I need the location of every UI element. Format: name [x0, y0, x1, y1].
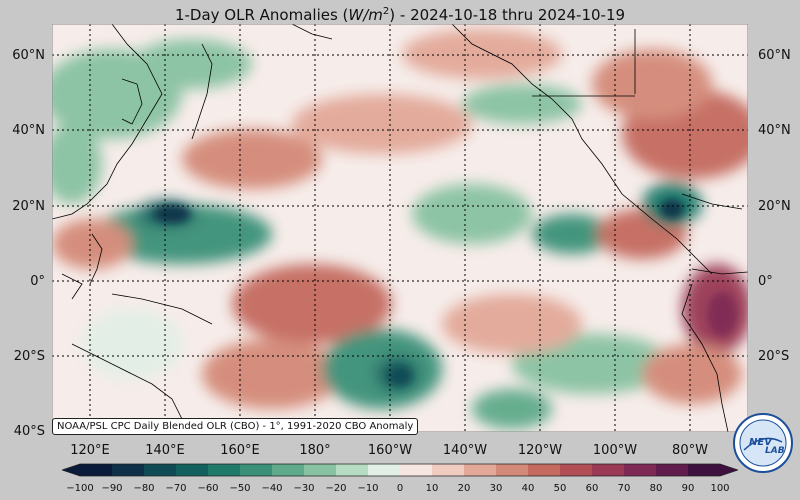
colorbar-segment — [624, 464, 657, 476]
colorbar-segment — [496, 464, 529, 476]
lon-label-140w: 140°W — [442, 443, 488, 458]
colorbar-segment — [432, 464, 465, 476]
colorbar-segment — [208, 464, 241, 476]
colorbar-tick-label: 0 — [396, 483, 404, 494]
colorbar-tick-label: 80 — [649, 483, 663, 494]
colorbar-segment — [240, 464, 273, 476]
lat-label-20s-left: 20°S — [13, 349, 45, 364]
colorbar-tick-label: 30 — [489, 483, 503, 494]
colorbar-segment — [368, 464, 401, 476]
colorbar-segment — [464, 464, 497, 476]
colorbar-segment — [528, 464, 561, 476]
colorbar-segment — [560, 464, 593, 476]
colorbar-segment — [112, 464, 145, 476]
colorbar-segment — [656, 464, 689, 476]
lon-label-140e: 140°E — [145, 443, 185, 458]
colorbar-tick-label: 90 — [681, 483, 695, 494]
lon-label-160e: 160°E — [220, 443, 260, 458]
colorbar-tick-label: −90 — [101, 483, 123, 494]
anomaly-field — [52, 29, 748, 429]
lon-label-80w: 80°W — [672, 443, 708, 458]
olr-anomaly-map — [52, 24, 748, 432]
colorbar-tick-label: −20 — [325, 483, 347, 494]
colorbar-segment — [144, 464, 177, 476]
lon-label-100w: 100°W — [592, 443, 638, 458]
colorbar-tick-label: −100 — [66, 483, 94, 494]
lat-label-0-left: 0° — [30, 274, 45, 289]
data-source-label: NOAA/PSL CPC Daily Blended OLR (CBO) - 1… — [52, 418, 419, 435]
colorbar-tick-label: −50 — [229, 483, 251, 494]
colorbar-tick-label: −70 — [165, 483, 187, 494]
colorbar-segment — [688, 464, 721, 476]
lat-label-0-right: 0° — [758, 274, 773, 289]
colorbar-tick-label: −80 — [133, 483, 155, 494]
colorbar-tick-label: 10 — [425, 483, 439, 494]
lon-label-120e: 120°E — [70, 443, 110, 458]
colorbar-tick-label: 50 — [553, 483, 567, 494]
colorbar-tick-label: 100 — [710, 483, 730, 494]
lat-label-20n-right: 20°N — [758, 199, 791, 214]
nevlab-logo: NEV LAB — [733, 413, 793, 473]
colorbar-tick-label: 40 — [521, 483, 535, 494]
lat-label-20s-right: 20°S — [758, 349, 790, 364]
lat-label-60n-left: 60°N — [12, 48, 45, 63]
lat-label-40s-left: 40°S — [13, 424, 45, 439]
colorbar-min-extend — [62, 464, 80, 476]
colorbar-tick-label: −40 — [261, 483, 283, 494]
lat-label-20n-left: 20°N — [12, 199, 45, 214]
colorbar-tick-label: 60 — [585, 483, 599, 494]
svg-text:LAB: LAB — [765, 446, 785, 456]
colorbar-segment — [176, 464, 209, 476]
colorbar — [62, 463, 738, 477]
lat-label-40n-right: 40°N — [758, 123, 791, 138]
map-title: 1-Day OLR Anomalies (W/m2) - 2024-10-18 … — [174, 6, 626, 24]
colorbar-segment — [272, 464, 305, 476]
lon-label-180: 180° — [299, 443, 331, 458]
coastlines — [52, 24, 748, 432]
graticule — [52, 24, 748, 432]
colorbar-tick-label: −10 — [357, 483, 379, 494]
lat-label-60n-right: 60°N — [758, 48, 791, 63]
colorbar-tick-label: 70 — [617, 483, 631, 494]
colorbar-segment — [80, 464, 113, 476]
lon-label-160w: 160°W — [367, 443, 413, 458]
colorbar-tick-label: −30 — [293, 483, 315, 494]
colorbar-segment — [336, 464, 369, 476]
colorbar-max-extend — [720, 464, 738, 476]
colorbar-tick-label: 20 — [457, 483, 471, 494]
colorbar-segment — [304, 464, 337, 476]
colorbar-segment — [592, 464, 625, 476]
colorbar-tick-label: −60 — [197, 483, 219, 494]
colorbar-segment — [400, 464, 433, 476]
lon-label-120w: 120°W — [517, 443, 563, 458]
svg-text:NEV: NEV — [749, 437, 773, 448]
lat-label-40n-left: 40°N — [12, 123, 45, 138]
